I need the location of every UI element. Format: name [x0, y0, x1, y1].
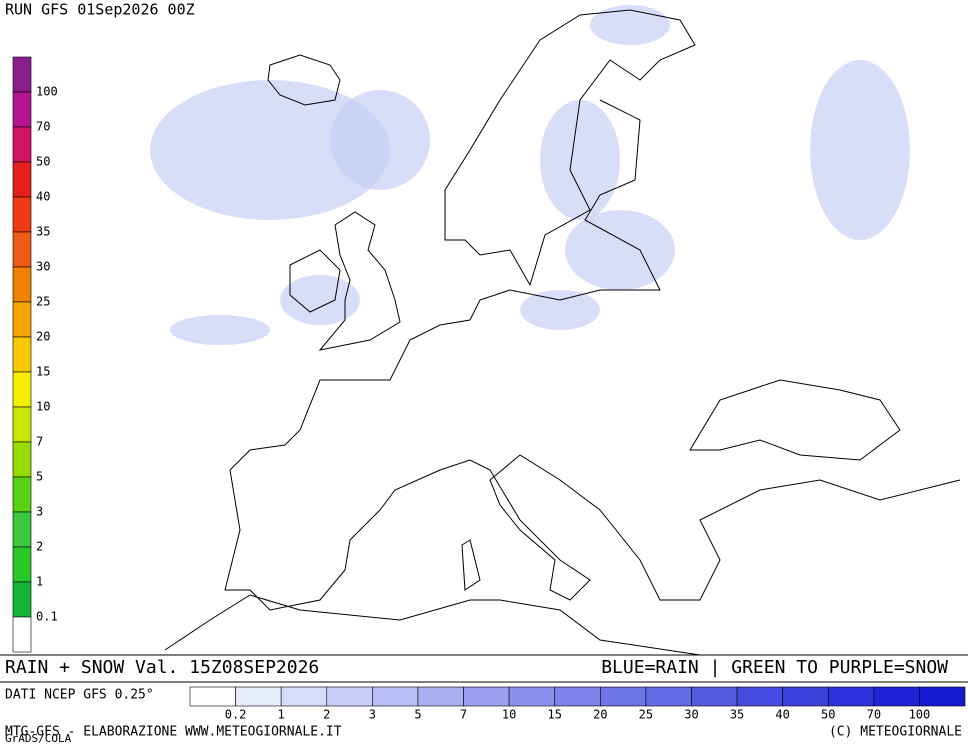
- rain-area: [540, 100, 620, 220]
- snow-scale: 100 70 50 40 35 30 25 20 15 10 7 5 3 2 1 0.1: [12, 56, 58, 653]
- rain-label: 25: [639, 708, 653, 722]
- rain-swatch: [736, 686, 783, 707]
- legend-note: BLUE=RAIN | GREEN TO PURPLE=SNOW: [601, 657, 948, 678]
- coast: [289, 249, 341, 313]
- snow-label: 40: [36, 190, 50, 204]
- snow-swatch: [12, 336, 32, 373]
- coast: [318, 211, 401, 351]
- rain-label: 5: [414, 708, 421, 722]
- credit-right: (C) METEOGIORNALE: [829, 725, 962, 740]
- snow-swatch: [12, 581, 32, 618]
- rain-swatch: [873, 686, 920, 707]
- rain-label: 35: [730, 708, 744, 722]
- snow-swatch: [12, 91, 32, 128]
- rain-swatch: [372, 686, 419, 707]
- rain-area: [520, 290, 600, 330]
- snow-swatch: [12, 196, 32, 233]
- rain-swatch: [280, 686, 328, 707]
- rain-swatch: [827, 686, 875, 707]
- rain-area: [810, 60, 910, 240]
- snow-swatch: [12, 371, 32, 408]
- rain-label: 30: [684, 708, 698, 722]
- rain-swatch: [919, 686, 966, 707]
- snow-swatch: [12, 231, 32, 268]
- snow-label: 50: [36, 155, 50, 169]
- rain-label: 20: [593, 708, 607, 722]
- rain-label: 3: [369, 708, 376, 722]
- rain-swatch: [235, 686, 282, 707]
- snow-label: 25: [36, 295, 50, 309]
- rain-area: [150, 80, 390, 220]
- rain-swatch: [645, 686, 692, 707]
- snow-swatch: [12, 301, 32, 338]
- coast: [267, 54, 341, 106]
- rain-swatch: [463, 686, 510, 707]
- rain-area: [170, 315, 270, 345]
- rain-swatch: [782, 686, 829, 707]
- snow-label: 5: [36, 470, 43, 484]
- precip-areas: [150, 5, 910, 345]
- rain-label: 50: [821, 708, 835, 722]
- snow-swatch: [12, 56, 32, 93]
- rain-swatch: [508, 686, 556, 707]
- snow-label: 30: [36, 260, 50, 274]
- snow-swatch: [12, 406, 32, 443]
- rain-swatch: [691, 686, 738, 707]
- rain-label: 7: [460, 708, 467, 722]
- credit-left: MTG-GFS - ELABORAZIONE WWW.METEOGIORNALE…: [5, 725, 342, 740]
- coast: [164, 594, 701, 656]
- snow-swatch: [12, 616, 32, 653]
- snow-label: 10: [36, 400, 50, 414]
- rain-label: 2: [323, 708, 330, 722]
- rain-swatch: [599, 686, 647, 707]
- rain-label: 100: [909, 708, 931, 722]
- rain-swatch: [554, 686, 601, 707]
- snow-swatch: [12, 546, 32, 583]
- snow-swatch: [12, 511, 32, 548]
- snow-label: 20: [36, 330, 50, 344]
- rain-label: 70: [867, 708, 881, 722]
- rain-area: [280, 275, 360, 325]
- snow-label: 15: [36, 365, 50, 379]
- snow-label: 0.1: [36, 610, 58, 624]
- rain-swatch: [417, 686, 464, 707]
- snow-swatch: [12, 266, 32, 303]
- snow-label: 100: [36, 85, 58, 99]
- rain-label: 0.2: [225, 708, 247, 722]
- snow-swatch: [12, 476, 32, 513]
- rain-label: 40: [775, 708, 789, 722]
- rain-area: [590, 5, 670, 45]
- rain-swatch: [326, 686, 373, 707]
- snow-label: 70: [36, 120, 50, 134]
- software: GrADS/COLA: [5, 732, 72, 745]
- rain-scale: 0.2 1 2 3 5 7 10 15 20 25 30 35 40 50 70 100: [189, 686, 966, 722]
- run-label: RUN GFS 01Sep2026 00Z: [5, 1, 195, 19]
- snow-label: 2: [36, 540, 43, 554]
- rain-area: [565, 210, 675, 290]
- rain-label: 10: [502, 708, 516, 722]
- snow-swatch: [12, 441, 32, 478]
- snow-label: 1: [36, 575, 43, 589]
- rain-swatch: [189, 686, 236, 707]
- snow-label: 35: [36, 225, 50, 239]
- source: DATI NCEP GFS 0.25°: [5, 688, 154, 703]
- snow-label: 3: [36, 505, 43, 519]
- snow-swatch: [12, 161, 32, 198]
- snow-label: 7: [36, 435, 43, 449]
- coast: [461, 539, 481, 591]
- coast: [224, 99, 961, 611]
- rain-label: 1: [278, 708, 285, 722]
- coast: [444, 9, 696, 287]
- coast: [689, 379, 901, 461]
- snow-swatch: [12, 126, 32, 163]
- map-title: RAIN + SNOW Val. 15Z08SEP2026: [5, 657, 319, 678]
- rain-label: 15: [547, 708, 561, 722]
- rain-area: [330, 90, 430, 190]
- coastlines: [164, 9, 961, 656]
